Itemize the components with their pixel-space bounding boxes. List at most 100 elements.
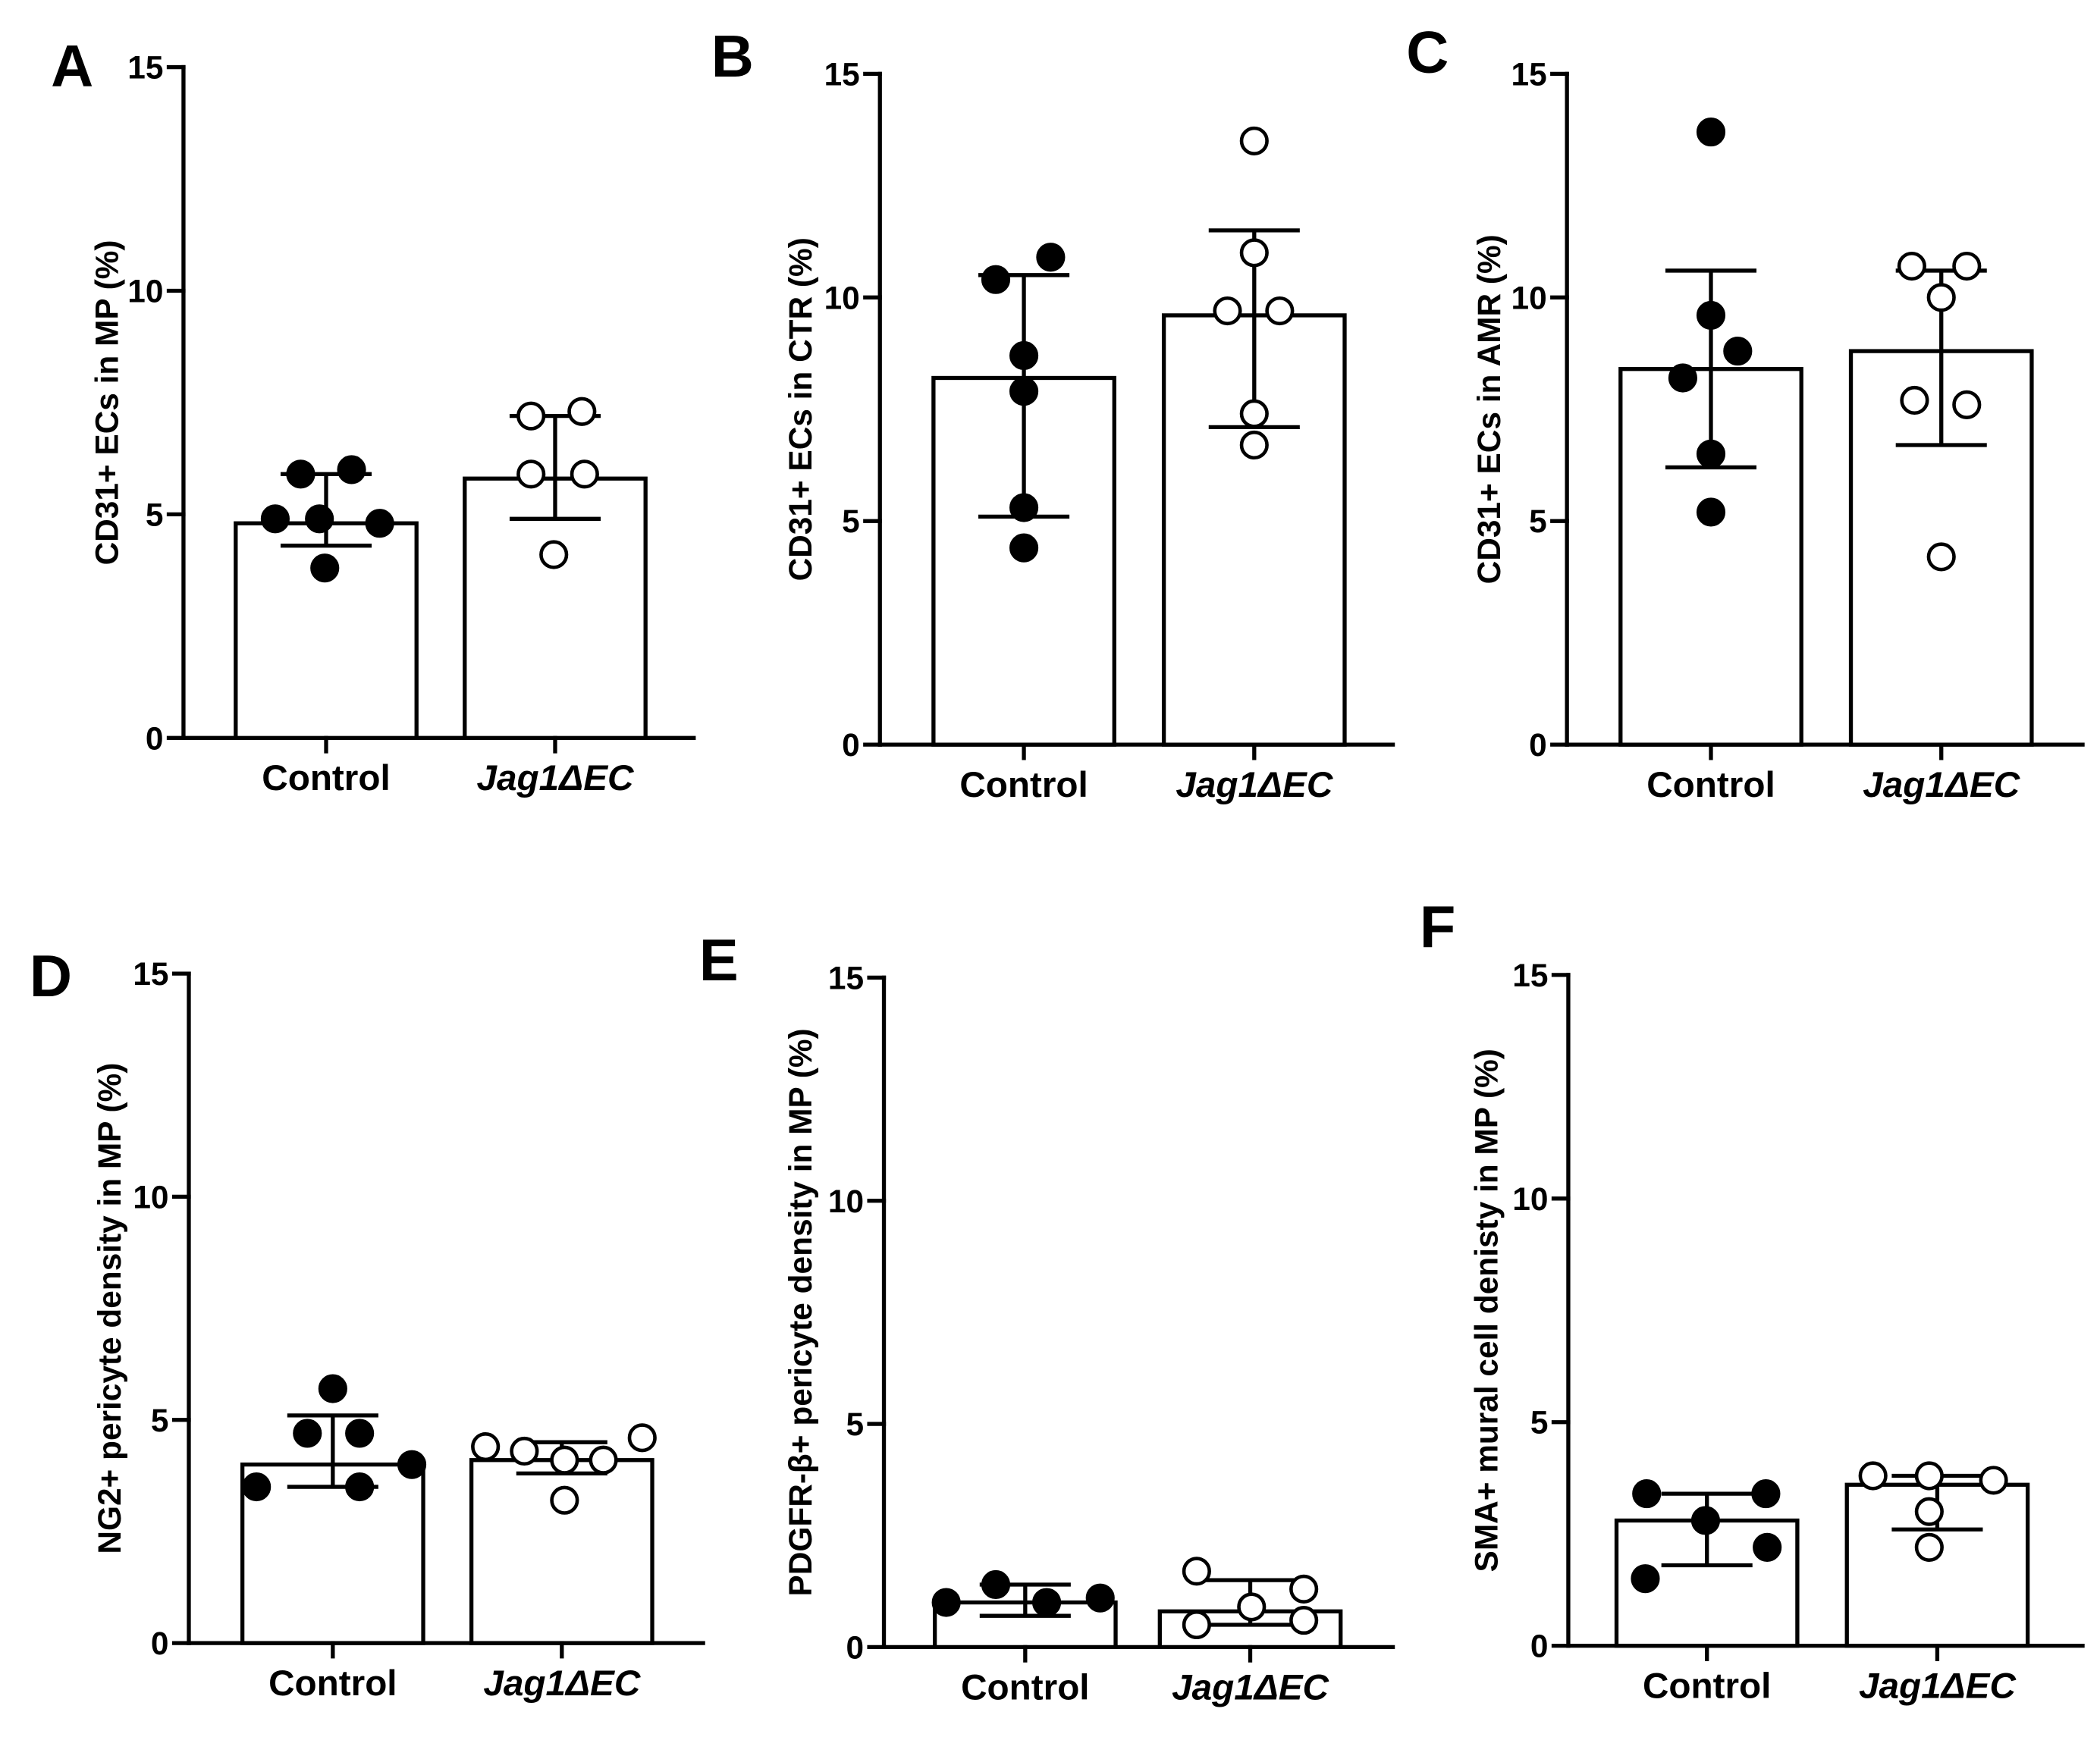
chart-a: A CD31+ ECs in MP (%) 0 5 10 15 Control Jag1ΔEC [51, 33, 696, 798]
chart-a-bar-jag1-delta-ec [463, 476, 648, 740]
chart-b-point-jag1-delta-ec [1213, 296, 1242, 326]
chart-c-point-jag1-delta-ec [1926, 283, 1956, 312]
chart-f: F SMA+ mural cell denisty in MP (%) 0 5 10 15… [1420, 895, 2085, 1707]
chart-c-y-tick-label: 10 [1511, 280, 1547, 315]
chart-c-y-tick-label: 15 [1511, 56, 1547, 92]
chart-e-point-jag1-delta-ec [1289, 1606, 1319, 1635]
chart-a-y-tick-label: 15 [127, 50, 163, 86]
chart-d-point-jag1-delta-ec [550, 1485, 579, 1515]
chart-d-point-control [345, 1419, 375, 1448]
chart-b-y-tick-label: 10 [824, 280, 860, 315]
chart-a-category-label-jag1-delta-ec: Jag1ΔEC [477, 758, 634, 798]
chart-d-y-axis-label: NG2+ pericyte density in MP (%) [92, 1063, 127, 1554]
chart-c-point-control [1696, 300, 1726, 330]
chart-b: B CD31+ ECs in CTR (%) 0 5 10 15 Control Jag1ΔE… [711, 24, 1395, 805]
chart-f-y-tick-label: 15 [1512, 958, 1548, 993]
chart-e-y-tick-label: 10 [828, 1184, 864, 1219]
chart-f-y-axis-label: SMA+ mural cell denisty in MP (%) [1468, 1049, 1504, 1572]
chart-b-y-tick-label: 0 [842, 727, 860, 763]
chart-c-y-tick-label: 5 [1529, 503, 1547, 539]
chart-b-point-jag1-delta-ec [1239, 126, 1269, 155]
chart-d-point-control [293, 1419, 322, 1448]
chart-d-point-control [397, 1450, 427, 1479]
chart-f-category-label-jag1-delta-ec: Jag1ΔEC [1859, 1666, 2016, 1707]
chart-c-y-tick-label: 0 [1529, 727, 1547, 763]
chart-b-point-jag1-delta-ec [1265, 296, 1295, 326]
chart-a-y-tick-label: 5 [146, 497, 164, 532]
chart-c-category-label-jag1-delta-ec: Jag1ΔEC [1863, 765, 2020, 805]
chart-a-category-label-control: Control [262, 758, 390, 798]
chart-e-panel-label: E [699, 928, 739, 993]
chart-b-category-label-jag1-delta-ec: Jag1ΔEC [1176, 765, 1333, 805]
chart-a-point-jag1-delta-ec [539, 540, 569, 569]
chart-c-point-jag1-delta-ec [1900, 385, 1929, 415]
chart-a-point-control [365, 509, 394, 538]
chart-f-y-tick-label: 0 [1530, 1629, 1549, 1664]
chart-c-point-jag1-delta-ec [1897, 251, 1926, 281]
chart-e-point-control [1032, 1588, 1062, 1617]
chart-f-point-control [1632, 1479, 1662, 1509]
chart-d-point-jag1-delta-ec [550, 1445, 579, 1475]
chart-b-point-control [1009, 533, 1039, 563]
chart-e-category-label-jag1-delta-ec: Jag1ΔEC [1172, 1667, 1329, 1707]
chart-f-point-control [1631, 1564, 1660, 1594]
chart-c-point-jag1-delta-ec [1952, 251, 1982, 281]
chart-a-point-control [305, 504, 334, 534]
chart-e-point-jag1-delta-ec [1237, 1592, 1267, 1622]
chart-a-y-tick-label: 10 [127, 274, 163, 309]
chart-d-y-tick-label: 0 [151, 1626, 169, 1661]
chart-f-point-jag1-delta-ec [1858, 1461, 1888, 1491]
chart-b-panel-label: B [711, 24, 754, 89]
chart-c-point-jag1-delta-ec [1952, 390, 1982, 419]
chart-d-point-control [345, 1472, 375, 1502]
chart-b-point-control [1009, 340, 1039, 371]
chart-b-point-jag1-delta-ec [1239, 238, 1269, 268]
chart-a-point-jag1-delta-ec [570, 459, 599, 489]
chart-d-y-tick-label: 10 [133, 1179, 168, 1215]
chart-b-point-jag1-delta-ec [1239, 399, 1269, 428]
chart-d: D NG2+ pericyte density in MP (%) 0 5 10 15 Co… [30, 944, 705, 1704]
chart-d-point-control [242, 1472, 272, 1502]
chart-f-point-control [1753, 1532, 1782, 1562]
chart-e-point-control [981, 1569, 1011, 1600]
chart-c-category-label-control: Control [1646, 765, 1775, 805]
chart-f-category-label-control: Control [1643, 1666, 1771, 1707]
chart-b-point-control [1009, 493, 1039, 522]
chart-a-point-control [337, 455, 366, 484]
chart-f-point-jag1-delta-ec [1914, 1461, 1944, 1491]
chart-d-point-jag1-delta-ec [589, 1445, 618, 1475]
chart-a-point-jag1-delta-ec [567, 397, 597, 426]
chart-c-point-jag1-delta-ec [1926, 542, 1956, 572]
chart-e-y-axis-label: PDGFR-β+ pericyte density in MP (%) [783, 1028, 818, 1596]
chart-c-point-control [1668, 363, 1697, 393]
chart-f-y-tick-label: 5 [1530, 1405, 1549, 1441]
chart-d-category-label-jag1-delta-ec: Jag1ΔEC [483, 1663, 640, 1704]
chart-f-y-tick-label: 10 [1512, 1181, 1548, 1217]
chart-e-point-jag1-delta-ec [1182, 1557, 1211, 1586]
chart-a-point-jag1-delta-ec [516, 401, 546, 431]
chart-b-point-jag1-delta-ec [1239, 430, 1269, 460]
chart-b-point-control [981, 265, 1011, 294]
chart-a-point-jag1-delta-ec [516, 459, 546, 489]
chart-f-point-jag1-delta-ec [1914, 1497, 1944, 1526]
chart-e-point-control [931, 1588, 961, 1617]
chart-c-point-control [1696, 118, 1726, 147]
chart-d-y-tick-label: 15 [133, 956, 168, 992]
chart-d-point-jag1-delta-ec [510, 1436, 539, 1466]
chart-f-point-control [1690, 1506, 1721, 1535]
chart-e: E PDGFR-β+ pericyte density in MP (%) 0 5 10… [699, 928, 1395, 1707]
chart-e-y-tick-label: 0 [846, 1629, 864, 1665]
chart-d-bar-control [240, 1462, 425, 1645]
chart-f-point-jag1-delta-ec [1914, 1532, 1944, 1562]
chart-e-y-tick-label: 15 [828, 960, 864, 995]
chart-e-point-control [1085, 1583, 1115, 1613]
chart-a-point-control [310, 553, 340, 583]
chart-f-point-control [1751, 1479, 1781, 1509]
chart-d-panel-label: D [30, 944, 72, 1009]
chart-a-point-control [286, 459, 315, 489]
chart-a-y-tick-label: 0 [146, 720, 164, 756]
chart-b-y-tick-label: 5 [842, 503, 860, 539]
chart-d-y-tick-label: 5 [151, 1403, 169, 1438]
chart-e-point-jag1-delta-ec [1289, 1574, 1319, 1604]
